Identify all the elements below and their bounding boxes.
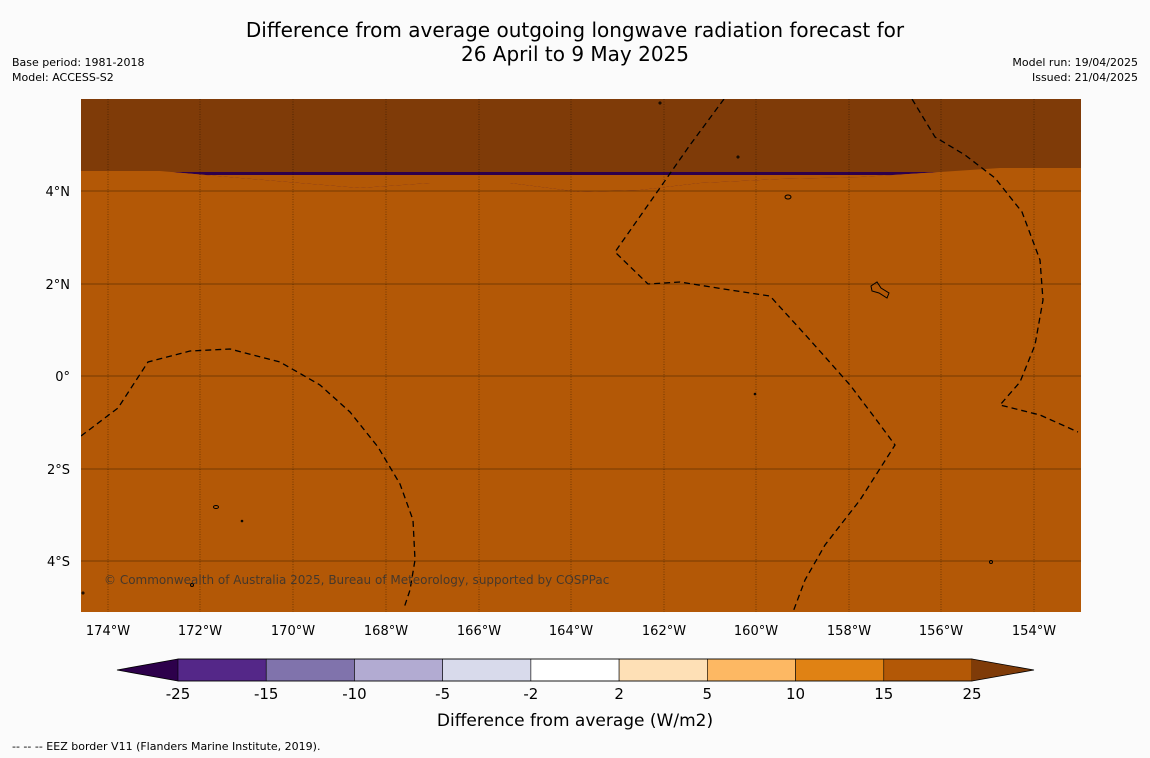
- colorbar-tick-label: 10: [786, 685, 805, 703]
- x-tick-label: 154°W: [1012, 624, 1056, 639]
- run-info: Model run: 19/04/2025 Issued: 21/04/2025: [1012, 55, 1138, 85]
- island-outline: [240, 519, 244, 523]
- x-tick-label: 168°W: [364, 624, 408, 639]
- island-outline: [989, 560, 993, 564]
- y-tick-label: 2°S: [47, 463, 70, 478]
- x-tick-label: 166°W: [457, 624, 501, 639]
- map-title: Difference from average outgoing longwav…: [0, 18, 1150, 66]
- base-period: Base period: 1981-2018: [12, 56, 145, 69]
- island-outline: [784, 194, 792, 200]
- colorbar-extend-high: [972, 659, 1034, 681]
- title-line-2: 26 April to 9 May 2025: [461, 42, 689, 66]
- colorbar-segment: [354, 658, 443, 682]
- x-tick-label: 174°W: [86, 624, 130, 639]
- colorbar-extend-low: [117, 659, 178, 681]
- islands: [81, 101, 993, 595]
- colorbar-segment: [265, 658, 355, 682]
- colorbar-segment: [618, 658, 708, 682]
- colorbar-tick-label: 5: [703, 685, 713, 703]
- colorbar-segment: [883, 658, 973, 682]
- y-axis-labels: 4°N 2°N 0° 2°S 4°S: [46, 185, 71, 570]
- model-name: Model: ACCESS-S2: [12, 71, 114, 84]
- island-outline: [658, 101, 662, 105]
- eez-borders: [81, 99, 1079, 612]
- x-axis-labels: 174°W 172°W 170°W 168°W 166°W 164°W 162°…: [86, 624, 1056, 639]
- x-tick-label: 162°W: [642, 624, 686, 639]
- band-above-25: [81, 99, 1081, 172]
- issued-date: Issued: 21/04/2025: [1031, 71, 1138, 84]
- colorbar-tick-label: -15: [254, 685, 279, 703]
- colorbar-tick-label: -5: [435, 685, 450, 703]
- eez-border-line: [614, 99, 896, 612]
- x-tick-label: 172°W: [178, 624, 222, 639]
- x-tick-label: 158°W: [827, 624, 871, 639]
- title-line-1: Difference from average outgoing longwav…: [245, 18, 905, 42]
- colorbar-segment: [707, 658, 796, 682]
- x-tick-label: 160°W: [734, 624, 778, 639]
- colorbar-outline: [116, 658, 1035, 682]
- eez-legend-note: -- -- -- EEZ border V11 (Flanders Marine…: [12, 740, 321, 753]
- y-tick-label: 4°S: [47, 555, 70, 570]
- colorbar: -25 -15 -10 -5 -2 2 5 10 15 25 Difference from av…: [116, 658, 1035, 731]
- model-run: Model run: 19/04/2025: [1012, 56, 1138, 69]
- model-info: Base period: 1981-2018 Model: ACCESS-S2: [12, 55, 144, 85]
- colorbar-tick-label: -10: [342, 685, 367, 703]
- x-tick-label: 170°W: [271, 624, 315, 639]
- x-tick-label: 164°W: [549, 624, 593, 639]
- copyright-text: © Commonwealth of Australia 2025, Bureau…: [104, 573, 609, 587]
- colorbar-tick-labels: -25 -15 -10 -5 -2 2 5 10 15 25: [166, 685, 982, 703]
- island-outline: [213, 505, 219, 509]
- x-tick-label: 156°W: [919, 624, 963, 639]
- colorbar-segment: [442, 658, 532, 682]
- colorbar-tick-label: 15: [874, 685, 893, 703]
- y-tick-label: 4°N: [46, 185, 71, 200]
- graticule: [81, 99, 1081, 612]
- eez-border-line: [81, 348, 416, 609]
- colorbar-tick-label: 25: [962, 685, 981, 703]
- island-outline: [753, 392, 757, 396]
- colorbar-segment: [530, 658, 620, 682]
- band-15-to-25: [81, 168, 1081, 612]
- band-15-to-25-top-edge: [81, 168, 1081, 192]
- island-outline: [81, 591, 85, 595]
- colorbar-segments: [177, 658, 973, 682]
- y-tick-label: 0°: [55, 370, 70, 385]
- y-tick-label: 2°N: [46, 278, 71, 293]
- colorbar-segment: [177, 658, 267, 682]
- eez-border-line: [911, 99, 1079, 433]
- island-outline: [190, 583, 194, 587]
- colorbar-tick-label: -2: [523, 685, 538, 703]
- colorbar-tick-label: 2: [614, 685, 624, 703]
- island-outline: [736, 155, 740, 159]
- island-outline: [870, 281, 890, 299]
- colorbar-label: Difference from average (W/m2): [437, 711, 713, 731]
- colorbar-tick-label: -25: [166, 685, 191, 703]
- colorbar-segment: [795, 658, 885, 682]
